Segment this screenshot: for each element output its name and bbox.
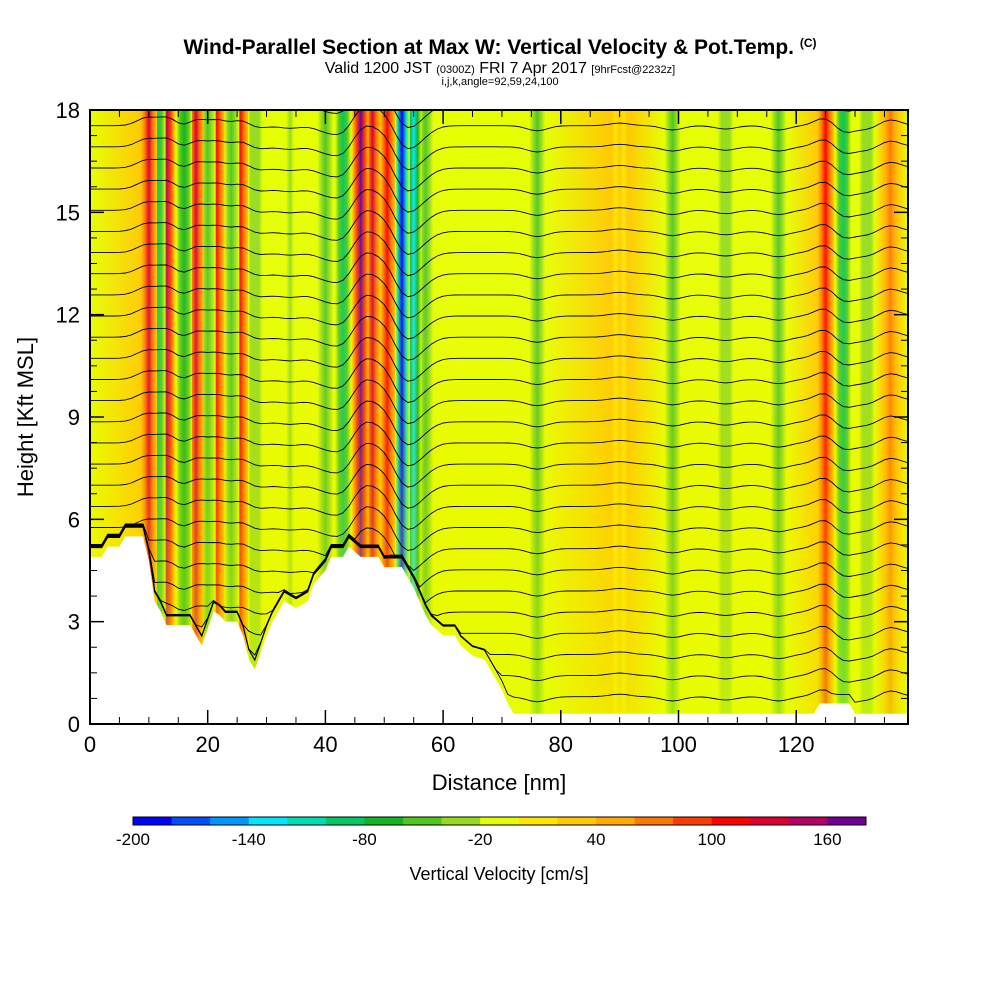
isentrope-line <box>90 294 908 340</box>
isentrope-line <box>90 379 908 425</box>
colorbar-swatch <box>673 817 713 825</box>
isentrope-line <box>90 358 908 403</box>
colorbar-tick-label: -80 <box>352 830 377 849</box>
isentrope-line <box>90 315 908 361</box>
colorbar-tick-label: -200 <box>116 830 150 849</box>
y-tick-label: 0 <box>68 712 80 737</box>
colorbar-tick-label: 40 <box>586 830 605 849</box>
isentrope-line <box>90 125 908 171</box>
x-tick-label: 20 <box>195 732 219 757</box>
colorbar-swatch <box>210 817 250 825</box>
x-tick-label: 100 <box>660 732 697 757</box>
terrain-mask <box>90 536 908 724</box>
isentrope-line <box>90 252 908 298</box>
colorbar-tick-label: -20 <box>468 830 493 849</box>
colorbar-swatch <box>171 817 211 825</box>
isentrope-line <box>90 400 908 446</box>
colorbar-swatch <box>248 817 288 825</box>
isentrope-line <box>90 523 908 588</box>
isentrope-line <box>90 210 908 255</box>
y-axis-label: Height [Kft MSL] <box>13 337 38 497</box>
colorbar-swatch <box>133 817 173 825</box>
isentrope-line <box>90 337 908 382</box>
isentrope-line <box>90 231 908 277</box>
colorbar-swatch <box>403 817 443 825</box>
isentrope-line <box>90 146 908 192</box>
isentrope-line <box>90 189 908 234</box>
colorbar-label: Vertical Velocity [cm/s] <box>409 864 588 884</box>
colorbar-swatch <box>634 817 674 825</box>
colorbar-tick-label: 160 <box>813 830 841 849</box>
x-axis-label: Distance [nm] <box>432 770 567 795</box>
isentrope-line <box>90 110 908 150</box>
colorbar-swatch <box>364 817 404 825</box>
subtitle-valid: Valid 1200 JST <box>324 60 432 77</box>
chart-title: Wind-Parallel Section at Max W: Vertical… <box>0 36 1000 60</box>
isentrope-line <box>90 442 908 488</box>
subtitle-date: FRI 7 Apr 2017 <box>479 60 587 77</box>
colorbar-swatch <box>595 817 636 825</box>
title-copyright-mark: (C) <box>799 36 817 50</box>
y-tick-label: 3 <box>68 610 80 635</box>
colorbar-swatch <box>711 817 751 825</box>
isentrope-line <box>90 485 908 530</box>
subtitle-forecast: [9hrFcst@2232z] <box>591 64 676 76</box>
colorbar-tick-label: -140 <box>232 830 266 849</box>
y-tick-label: 6 <box>68 507 80 532</box>
colorbar-swatch <box>441 817 481 825</box>
y-tick-label: 12 <box>56 303 80 328</box>
colorbar-swatch <box>750 817 790 825</box>
isentrope-line <box>90 523 908 571</box>
isentrope-line <box>90 526 908 683</box>
colorbar-swatch <box>788 817 828 825</box>
isentrope-line <box>90 167 908 213</box>
y-tick-label: 15 <box>56 200 80 225</box>
x-tick-label: 60 <box>431 732 455 757</box>
y-axis: 0 3 6 9 12 15 18 <box>56 98 908 737</box>
isentrope-line <box>90 524 908 604</box>
colorbar-tick-label: 100 <box>697 830 725 849</box>
colorbar-swatch <box>480 817 520 825</box>
potential-temperature-contours <box>90 63 908 703</box>
chart-subtitle: Valid 1200 JST (0300Z) FRI 7 Apr 2017 [9… <box>0 60 1000 78</box>
isentrope-line <box>90 525 908 662</box>
isentrope-line <box>90 524 908 620</box>
x-tick-label: 120 <box>778 732 815 757</box>
x-tick-label: 80 <box>549 732 573 757</box>
colorbar-swatch <box>827 817 867 825</box>
x-axis: 0 20 40 60 80 100 120 <box>84 110 885 757</box>
isentrope-line <box>90 421 908 467</box>
colorbar-swatch <box>325 817 365 825</box>
isentrope-line <box>90 63 908 107</box>
y-tick-label: 9 <box>68 405 80 430</box>
isentrope-line <box>90 506 908 551</box>
x-tick-label: 0 <box>84 732 96 757</box>
y-tick-label: 18 <box>56 98 80 123</box>
colorbar-swatch <box>557 817 597 825</box>
isentrope-line <box>90 273 908 319</box>
chart-params: i,j,k,angle=92,59,24,100 <box>441 76 559 88</box>
colorbar-frame <box>132 816 867 826</box>
colorbar-swatch <box>287 817 327 825</box>
subtitle-utc: (0300Z) <box>436 64 475 76</box>
colorbar-swatch <box>518 817 558 825</box>
colorbar: -200 -140 -80 -20 40 100 160 <box>116 816 867 849</box>
isentrope-line <box>90 463 908 509</box>
x-tick-label: 40 <box>313 732 337 757</box>
isentrope-line <box>90 525 908 641</box>
title-main: Wind-Parallel Section at Max W: Vertical… <box>183 36 794 59</box>
